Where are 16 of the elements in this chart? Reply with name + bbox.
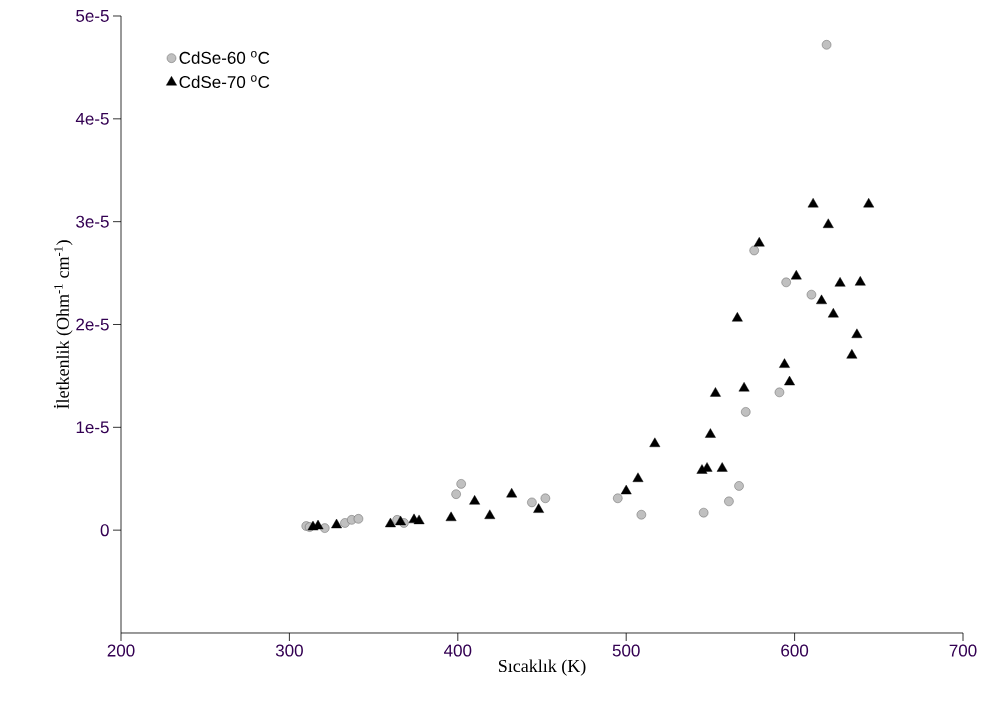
legend-label: CdSe-60 $^{o}$C — [179, 51, 270, 64]
y-tick-label: 2e-5 — [76, 318, 109, 331]
x-axis-title: Sıcaklık (K) — [498, 659, 586, 676]
x-tick-label: 600 — [781, 644, 809, 657]
x-tick-label: 200 — [107, 644, 135, 657]
x-tick-label: 500 — [612, 644, 640, 657]
y-axis-title: İletkenlik (Ohm$^{-1}$ cm$^{-1}$) — [53, 240, 73, 409]
y-tick-label: 1e-5 — [76, 421, 109, 434]
x-tick-label: 400 — [444, 644, 472, 657]
x-tick-label: 300 — [275, 644, 303, 657]
y-tick-label: 3e-5 — [76, 215, 109, 228]
y-tick-label: 0 — [100, 524, 109, 537]
y-tick-label: 5e-5 — [76, 10, 109, 22]
legend-label: CdSe-70 $^{o}$C — [179, 75, 270, 89]
y-tick-label: 4e-5 — [75, 112, 109, 125]
x-tick-label: 700 — [949, 644, 977, 657]
